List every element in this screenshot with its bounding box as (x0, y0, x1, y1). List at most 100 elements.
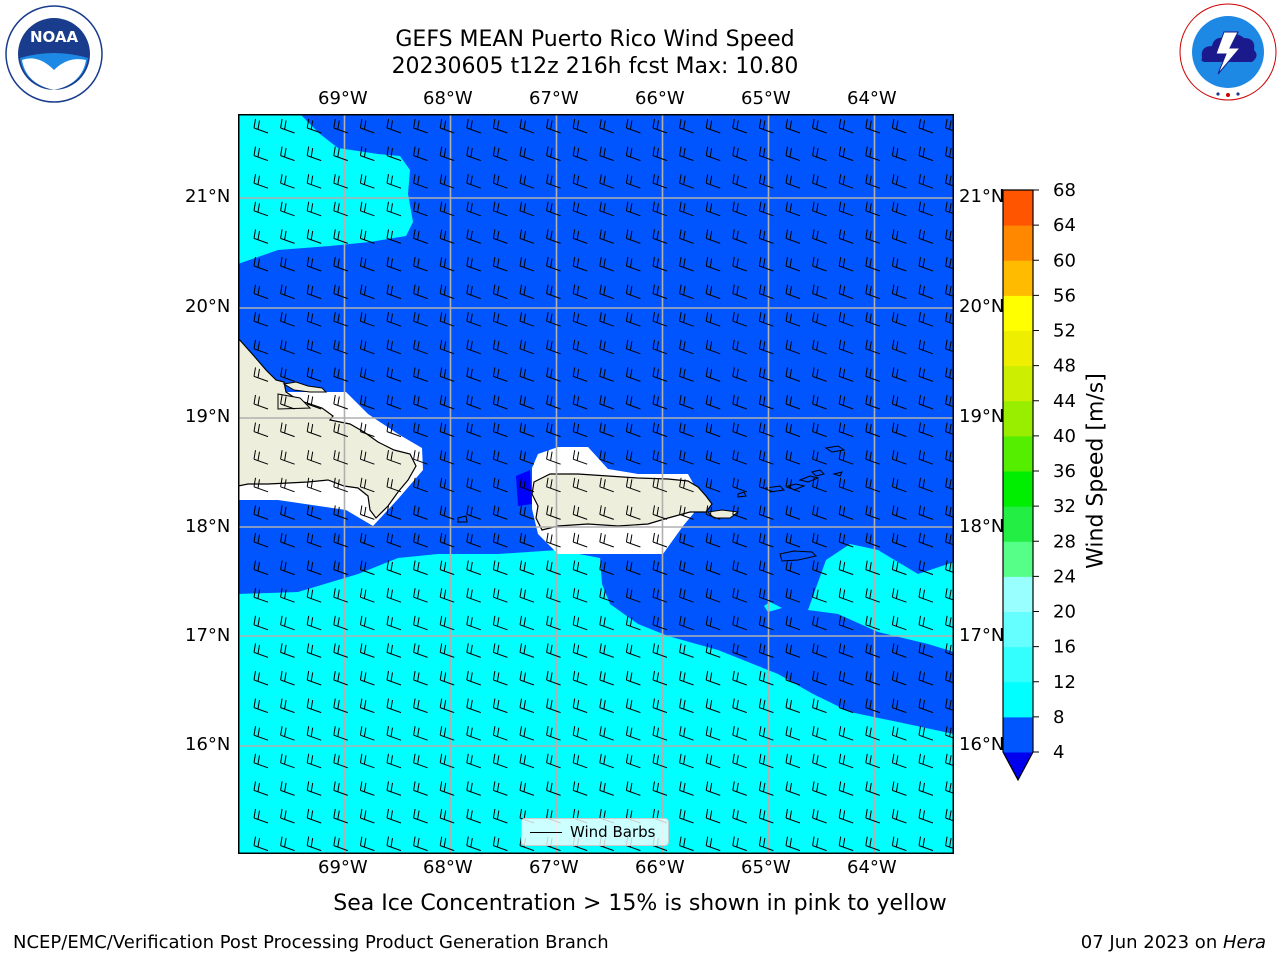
wind-barb (413, 532, 428, 548)
wind-barb (386, 836, 402, 852)
wind-barb (838, 753, 854, 769)
wind-barb (253, 615, 269, 631)
wind-barb (466, 256, 481, 272)
wind-barb (466, 588, 481, 603)
wind-barb (812, 781, 827, 796)
wind-barb (546, 284, 561, 300)
wind-barb (492, 477, 508, 493)
wind-barb (519, 312, 535, 327)
wind-barb (732, 615, 747, 631)
wind-barb (812, 284, 827, 300)
wind-barb (306, 146, 322, 162)
wind-barb (918, 698, 934, 714)
wind-barb (785, 753, 801, 769)
lat-tick-right: 20°N (959, 296, 1005, 317)
wind-barb (253, 367, 269, 382)
wind-barb (705, 174, 721, 189)
wind-barb (785, 394, 801, 410)
lon-tick-bottom: 67°W (529, 857, 579, 878)
wind-barb (333, 753, 348, 769)
wind-barb (625, 367, 641, 382)
wind-barb (572, 588, 588, 603)
colorbar-segments (1003, 190, 1033, 780)
wind-barb (519, 450, 535, 465)
wind-barb (652, 256, 668, 272)
wind-barb (785, 560, 801, 576)
wind-barb (918, 643, 934, 658)
wind-barb (413, 174, 428, 189)
wind-barb (732, 670, 747, 686)
graticule (238, 114, 954, 854)
wind-barb (466, 394, 481, 410)
legend-label: Wind Barbs (570, 823, 656, 841)
wind-barb (865, 477, 880, 493)
colorbar-segment (1003, 330, 1033, 367)
wind-barb (625, 284, 641, 300)
wind-barb (838, 836, 854, 852)
wind-barb (386, 256, 402, 272)
wind-barb (758, 505, 774, 520)
wind-barb (599, 394, 614, 410)
wind-barb (439, 836, 455, 852)
colorbar-segment (1003, 435, 1033, 472)
wind-barb (865, 201, 880, 217)
wind-barb (625, 229, 641, 244)
wind-barb (280, 753, 295, 769)
colorbar-tick-label: 36 (1053, 461, 1076, 482)
wind-barb (546, 781, 561, 796)
wind-barb (785, 201, 801, 217)
wind-barb (519, 505, 535, 520)
wind-barb (253, 753, 269, 769)
wind-barb (413, 367, 428, 382)
wind-barb (652, 394, 668, 410)
wind-barb (812, 367, 827, 382)
wind-barb (865, 229, 880, 244)
wind-barb (492, 532, 508, 548)
wind-barb (519, 284, 535, 300)
lon-tick-bottom: 65°W (741, 857, 791, 878)
wind-barb (758, 229, 774, 244)
wind-barb (572, 284, 588, 300)
wind-barb (812, 836, 827, 852)
wind-barb (785, 670, 801, 686)
wind-barb (812, 560, 827, 576)
wind-barb (359, 532, 375, 548)
wind-barb (306, 836, 322, 852)
wind-barb (918, 753, 934, 769)
colorbar-tick-label: 60 (1053, 250, 1076, 271)
wind-barb (572, 229, 588, 244)
colorbar-tick-label: 16 (1053, 637, 1076, 658)
wind-barb (625, 422, 641, 438)
wind-barb (785, 477, 801, 493)
wind-barb (466, 339, 481, 355)
wind-barb (333, 450, 348, 465)
wind-barb (333, 781, 348, 796)
wind-barb (891, 367, 907, 382)
wind-barb (918, 174, 934, 189)
wind-barb (413, 118, 428, 134)
wind-barb (492, 615, 508, 631)
wind-barb (918, 256, 934, 272)
wind-barb (280, 146, 295, 162)
wind-barb (253, 698, 269, 714)
wind-barb (812, 339, 827, 355)
wind-barb (413, 670, 428, 686)
wind-barb (918, 367, 934, 382)
wind-barb (679, 339, 694, 355)
wind-barb (439, 670, 455, 686)
wind-barb (732, 643, 747, 658)
wind-barb (865, 753, 880, 769)
wind-barb (253, 146, 269, 162)
wind-barb (253, 284, 269, 300)
wind-barb (891, 753, 907, 769)
wind-barb (599, 726, 614, 741)
noaa-logo-label: NOAA (30, 28, 79, 46)
wind-barb (386, 229, 402, 244)
wind-barb (386, 505, 402, 520)
lat-tick-left: 17°N (185, 625, 231, 646)
wind-barb (865, 588, 880, 603)
wind-barb (865, 339, 880, 355)
wind-barb (918, 808, 934, 824)
wind-barb (625, 118, 641, 134)
wind-barb (599, 643, 614, 658)
